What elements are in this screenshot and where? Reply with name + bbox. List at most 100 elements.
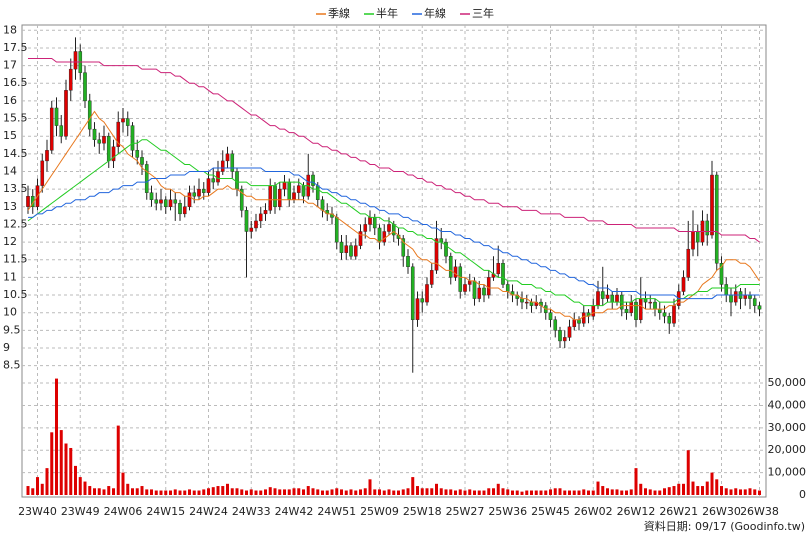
- y-tick-label: 16.5: [3, 76, 28, 89]
- volume-bar: [150, 489, 153, 495]
- volume-bar: [321, 490, 324, 495]
- volume-bar: [107, 486, 111, 495]
- candle-body: [220, 160, 225, 172]
- candle-body: [282, 181, 287, 190]
- candle-body: [258, 213, 263, 222]
- volume-bar: [634, 468, 638, 495]
- volume-bar: [496, 483, 500, 495]
- candle-body: [121, 118, 125, 123]
- volume-bar: [482, 490, 486, 495]
- x-tick-label: 25W27: [446, 505, 485, 518]
- volume-bar: [259, 490, 263, 495]
- x-tick-label: 24W51: [317, 505, 356, 518]
- candle-body: [387, 224, 391, 232]
- volume-bar: [520, 491, 524, 495]
- candle-body: [572, 319, 577, 328]
- candle-body: [192, 192, 197, 197]
- candle-body: [558, 330, 562, 342]
- candle-body: [311, 174, 315, 186]
- volume-bar: [406, 488, 410, 495]
- candle-body: [439, 238, 444, 243]
- y2-tick-label: 40,000: [768, 398, 807, 411]
- candle-body: [268, 185, 273, 211]
- candle-body: [97, 139, 102, 144]
- y-tick-label: 8.5: [3, 359, 21, 372]
- candle-body: [201, 188, 206, 193]
- y-tick-label: 14.5: [3, 147, 28, 160]
- y2-tick-label: 0: [799, 488, 806, 501]
- volume-bar: [553, 488, 557, 495]
- volume-bar: [696, 486, 700, 495]
- volume-bar: [743, 489, 747, 495]
- candle-body: [719, 263, 724, 285]
- y-tick-label: 13: [3, 200, 17, 213]
- candle-body: [130, 125, 135, 151]
- candle-body: [102, 135, 106, 144]
- candle-body: [429, 270, 434, 285]
- volume-bar: [249, 489, 253, 495]
- volume-bar: [534, 490, 538, 495]
- volume-bar: [615, 489, 619, 495]
- candle-body: [68, 68, 73, 91]
- volume-bar: [430, 488, 434, 495]
- candle-body: [415, 298, 420, 320]
- candle-body: [197, 188, 201, 197]
- volume-bar: [558, 488, 562, 495]
- volume-bar: [667, 487, 671, 495]
- x-tick-label: 24W42: [275, 505, 314, 518]
- candle-body: [363, 224, 368, 232]
- volume-bar: [140, 486, 144, 495]
- volume-bar: [596, 481, 600, 495]
- candle-body: [216, 171, 220, 183]
- candle-body: [605, 294, 610, 299]
- y-tick-label: 13.5: [3, 182, 28, 195]
- y-tick-label: 16: [3, 94, 17, 107]
- candle-body: [691, 231, 695, 250]
- volume-bar: [435, 483, 438, 495]
- volume-bar: [506, 489, 510, 495]
- candle-body: [577, 319, 581, 324]
- legend-label: 三年: [472, 6, 494, 20]
- volume-bar: [629, 489, 633, 495]
- volume-bar: [387, 489, 391, 495]
- volume-bar: [273, 488, 277, 495]
- volume-bar: [102, 489, 106, 495]
- candle-body: [292, 192, 296, 200]
- candle-body: [111, 146, 116, 162]
- candle-body: [548, 312, 553, 320]
- volume-bar: [439, 488, 443, 495]
- volume-bar: [240, 489, 244, 495]
- volume-bar: [582, 489, 586, 495]
- candle-body: [705, 220, 710, 236]
- y-tick-label: 12: [3, 235, 17, 248]
- volume-bar: [211, 487, 215, 495]
- volume-bar: [131, 488, 134, 495]
- candle-body: [591, 305, 596, 317]
- x-tick-label: 24W33: [232, 505, 271, 518]
- candle-body: [615, 294, 619, 303]
- candle-body: [681, 277, 686, 292]
- volume-bar: [254, 490, 258, 495]
- candle-body: [757, 305, 762, 310]
- volume-bar: [715, 479, 719, 495]
- candle-body: [672, 305, 676, 324]
- volume-bar: [758, 490, 761, 495]
- candle-body: [629, 301, 634, 313]
- candle-body: [92, 128, 97, 140]
- volume-bar: [549, 489, 552, 495]
- y-tick-label: 11.5: [3, 253, 28, 266]
- volume-bar: [444, 489, 448, 495]
- candle-body: [144, 164, 149, 193]
- y2-tick-label: 20,000: [768, 443, 807, 456]
- candle-body: [472, 280, 477, 299]
- volume-bar: [126, 483, 130, 495]
- candle-body: [482, 287, 486, 296]
- y-tick-label: 18: [3, 23, 17, 36]
- x-tick-label: 25W18: [403, 505, 442, 518]
- y-tick-label: 10: [3, 306, 17, 319]
- candle-body: [287, 181, 292, 200]
- volume-bar: [344, 490, 348, 495]
- volume-bar: [720, 486, 723, 495]
- legend-label: 半年: [376, 6, 398, 20]
- candle-body: [368, 217, 372, 225]
